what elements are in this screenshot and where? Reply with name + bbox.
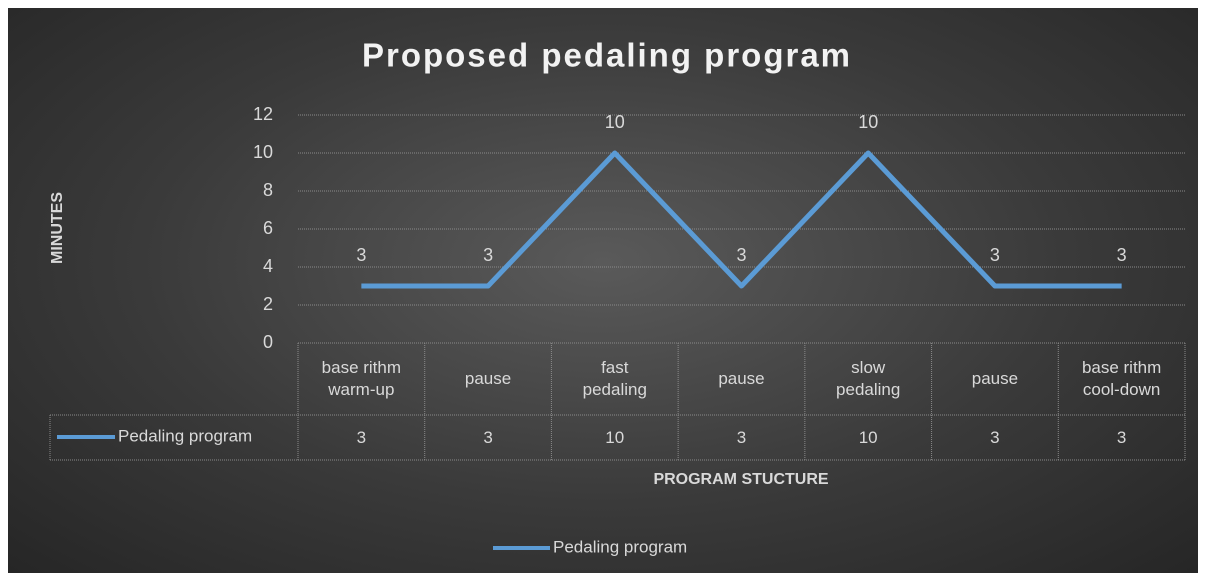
data-label: 3	[1117, 245, 1127, 265]
category-cell: base rithm warm-up	[298, 343, 425, 415]
category-cell-text: base rithm warm-up	[321, 358, 402, 399]
y-tick-label: 6	[263, 218, 273, 238]
y-tick-label: 8	[263, 180, 273, 200]
category-cell-text: pause	[971, 369, 1019, 388]
data-label: 3	[483, 245, 493, 265]
data-label: 3	[356, 245, 366, 265]
table-value: 3	[1058, 415, 1185, 460]
chart-title: Proposed pedaling program	[362, 37, 852, 74]
y-tick-label: 2	[263, 294, 273, 314]
category-cell: pause	[932, 343, 1059, 415]
table-value-text: 3	[1116, 427, 1127, 447]
y-tick-label: 4	[263, 256, 273, 276]
data-label: 10	[605, 112, 625, 132]
y-axis-title: MINUTES	[49, 192, 66, 264]
data-label: 10	[858, 112, 878, 132]
table-value: 3	[425, 415, 552, 460]
category-cell-text: pause	[464, 369, 512, 388]
table-value: 3	[678, 415, 805, 460]
table-series-name: Pedaling program	[118, 426, 252, 445]
table-value: 10	[551, 415, 678, 460]
y-tick-label: 0	[263, 332, 273, 352]
table-value: 10	[805, 415, 932, 460]
x-axis-title: PROGRAM STUCTURE	[653, 471, 828, 488]
y-tick-label: 10	[253, 142, 273, 162]
data-label: 3	[736, 245, 746, 265]
category-cell: pause	[678, 343, 805, 415]
series-line	[361, 150, 1122, 289]
legend-label: Pedaling program	[553, 537, 687, 556]
category-cell: fast pedaling	[551, 343, 678, 415]
y-tick-label: 12	[253, 104, 273, 124]
category-cell-text: fast pedaling	[582, 358, 647, 399]
table-value: 3	[932, 415, 1059, 460]
table-value-text: 3	[483, 427, 493, 447]
table-value-text: 10	[858, 427, 878, 447]
category-cell-text: pause	[718, 369, 765, 388]
category-cell-text: slow pedaling	[836, 358, 901, 399]
table-value-text: 3	[736, 427, 747, 447]
category-cell: slow pedaling	[805, 343, 932, 415]
data-label: 3	[990, 245, 1000, 265]
category-cell: base rithm cool-down	[1058, 343, 1185, 415]
category-cell-text: base rithm cool-down	[1081, 358, 1162, 399]
table-value-text: 10	[605, 427, 625, 447]
table-value-text: 3	[356, 427, 367, 447]
chart-background	[8, 8, 1198, 573]
table-value-text: 3	[990, 427, 1000, 447]
category-cell: pause	[425, 343, 552, 415]
table-value: 3	[298, 415, 425, 460]
